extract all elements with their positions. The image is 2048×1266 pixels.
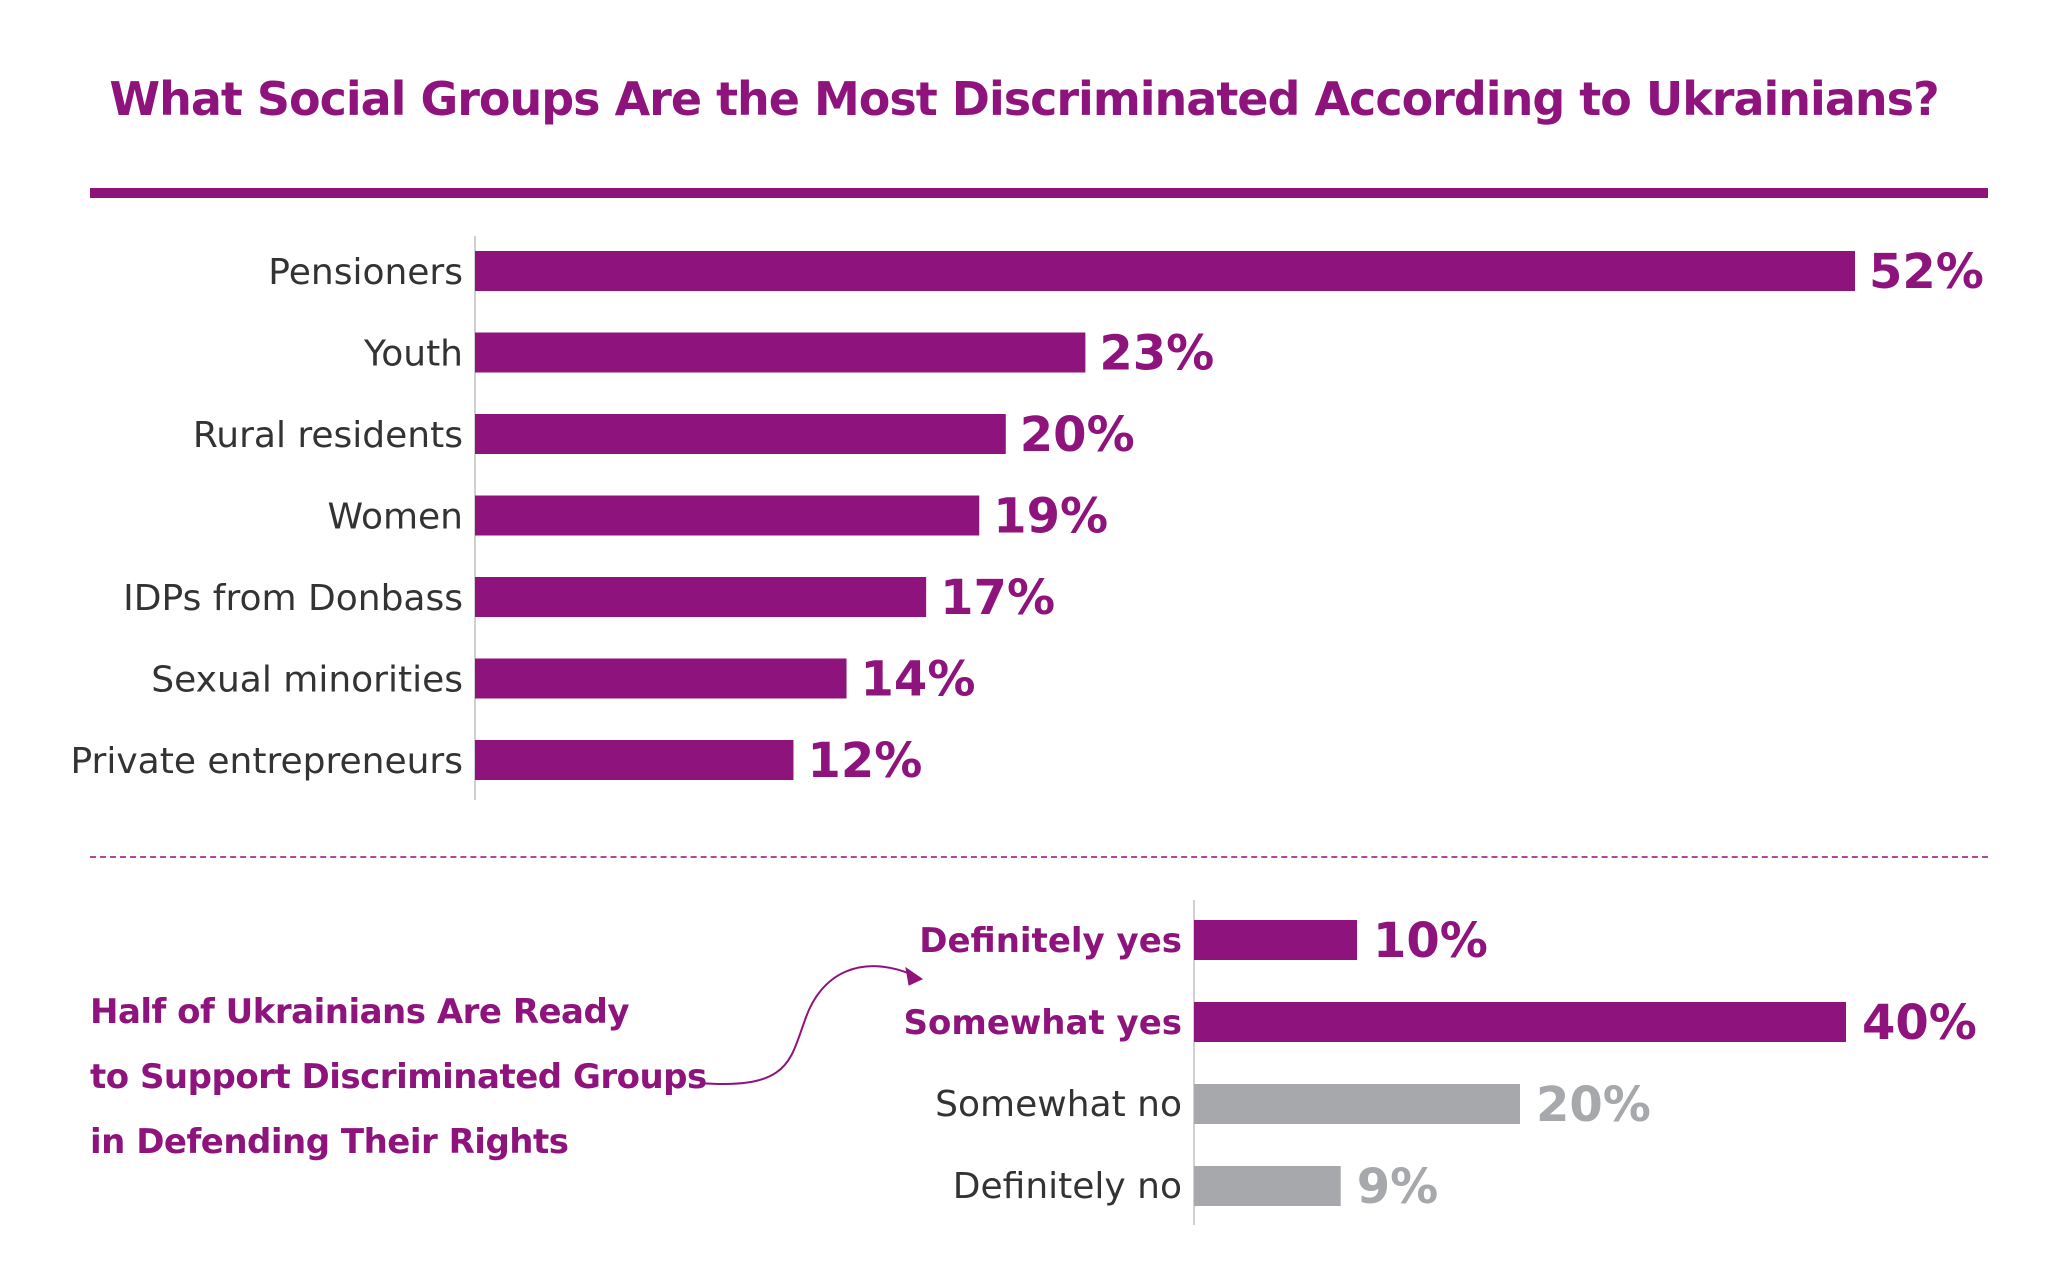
curved-arrow xyxy=(699,965,921,1085)
caption-line-1: Half of Ukrainians Are Ready xyxy=(90,992,630,1032)
value-label-1: 52% xyxy=(1869,244,1984,300)
chart-title: What Social Groups Are the Most Discrimi… xyxy=(109,72,1939,126)
bar-3 xyxy=(475,414,1006,454)
category-label-5: IDPs from Donbass xyxy=(123,578,463,619)
bar-2 xyxy=(475,332,1086,373)
support-category-label-1: Definitely yes xyxy=(919,921,1182,961)
caption-line-3: in Defending Their Rights xyxy=(90,1122,569,1162)
support-value-label-4: 9% xyxy=(1357,1159,1439,1215)
value-label-2: 23% xyxy=(1099,326,1214,382)
category-label-7: Private entrepreneurs xyxy=(70,741,463,782)
value-label-5: 17% xyxy=(940,570,1055,626)
bar-5 xyxy=(475,577,927,617)
support-category-label-3: Somewhat no xyxy=(935,1084,1182,1125)
support-caption: Half of Ukrainians Are Ready to Support … xyxy=(90,980,710,1175)
category-label-2: Youth xyxy=(363,334,463,375)
value-label-4: 19% xyxy=(993,489,1108,545)
bar-4 xyxy=(475,495,980,536)
support-value-label-1: 10% xyxy=(1373,913,1488,969)
arrow-head-icon xyxy=(905,966,924,986)
value-label-6: 14% xyxy=(861,652,976,708)
category-label-3: Rural residents xyxy=(193,415,463,456)
bar-7 xyxy=(475,740,794,780)
category-label-4: Women xyxy=(327,497,463,538)
support-bar-3 xyxy=(1194,1084,1520,1124)
bar-6 xyxy=(475,658,847,699)
support-category-label-4: Definitely no xyxy=(953,1166,1182,1207)
support-category-label-2: Somewhat yes xyxy=(904,1003,1182,1043)
category-label-1: Pensioners xyxy=(268,252,463,293)
title-rule xyxy=(90,188,1988,198)
support-value-label-2: 40% xyxy=(1862,995,1977,1051)
bar-1 xyxy=(475,251,1855,291)
category-label-6: Sexual minorities xyxy=(151,660,463,701)
support-bar-4 xyxy=(1194,1166,1341,1206)
support-bar-1 xyxy=(1194,920,1357,960)
value-label-7: 12% xyxy=(807,733,922,789)
support-bar-2 xyxy=(1194,1002,1846,1042)
support-value-label-3: 20% xyxy=(1536,1077,1651,1133)
section-divider xyxy=(90,856,1988,858)
value-label-3: 20% xyxy=(1020,407,1135,463)
caption-line-2: to Support Discriminated Groups xyxy=(90,1057,707,1097)
